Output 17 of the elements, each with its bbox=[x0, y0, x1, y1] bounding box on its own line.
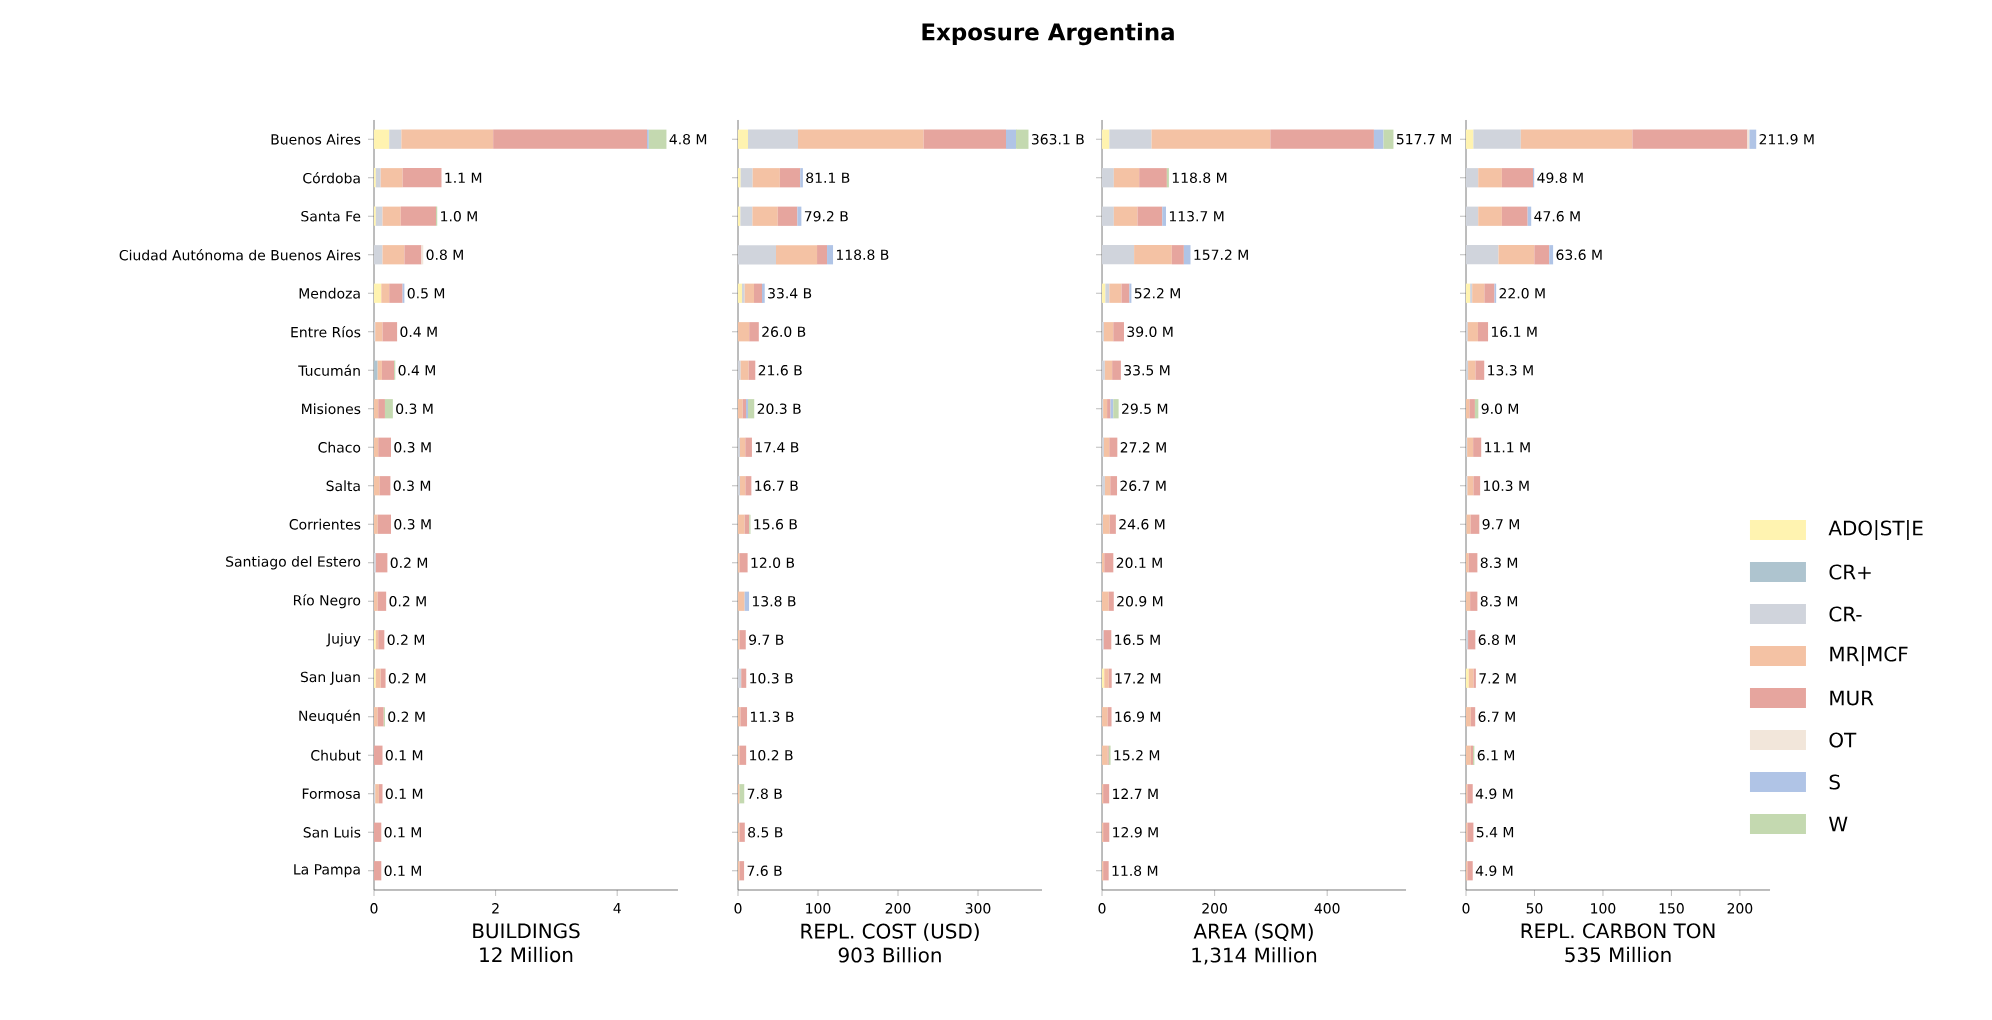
text: 12 Million bbox=[480, 946, 573, 963]
legend-label: CR- bbox=[1829, 606, 1862, 622]
x-axis-title: REPL. CARBON TON bbox=[1521, 923, 1715, 939]
x-axis-title: REPL. COST (USD) bbox=[801, 923, 979, 942]
legend-label: CR+ bbox=[1829, 564, 1871, 580]
x-axis-title: BUILDINGS bbox=[473, 923, 580, 939]
text: 1,314 Million bbox=[1192, 947, 1317, 965]
legend-label: OT bbox=[1829, 732, 1857, 748]
legend-label: ADO|ST|E bbox=[1828, 520, 1923, 540]
legend-label: MR|MCF bbox=[1830, 646, 1908, 666]
legend-label: MUR bbox=[1830, 690, 1874, 706]
text: 903 Billion bbox=[838, 947, 941, 963]
chart-title: Exposure Argentina bbox=[922, 22, 1174, 46]
x-axis-title: AREA (SQM) bbox=[1193, 923, 1313, 942]
legend-label: W bbox=[1829, 816, 1848, 832]
legend-label: S bbox=[1829, 774, 1840, 790]
text: 535 Million bbox=[1565, 946, 1671, 963]
